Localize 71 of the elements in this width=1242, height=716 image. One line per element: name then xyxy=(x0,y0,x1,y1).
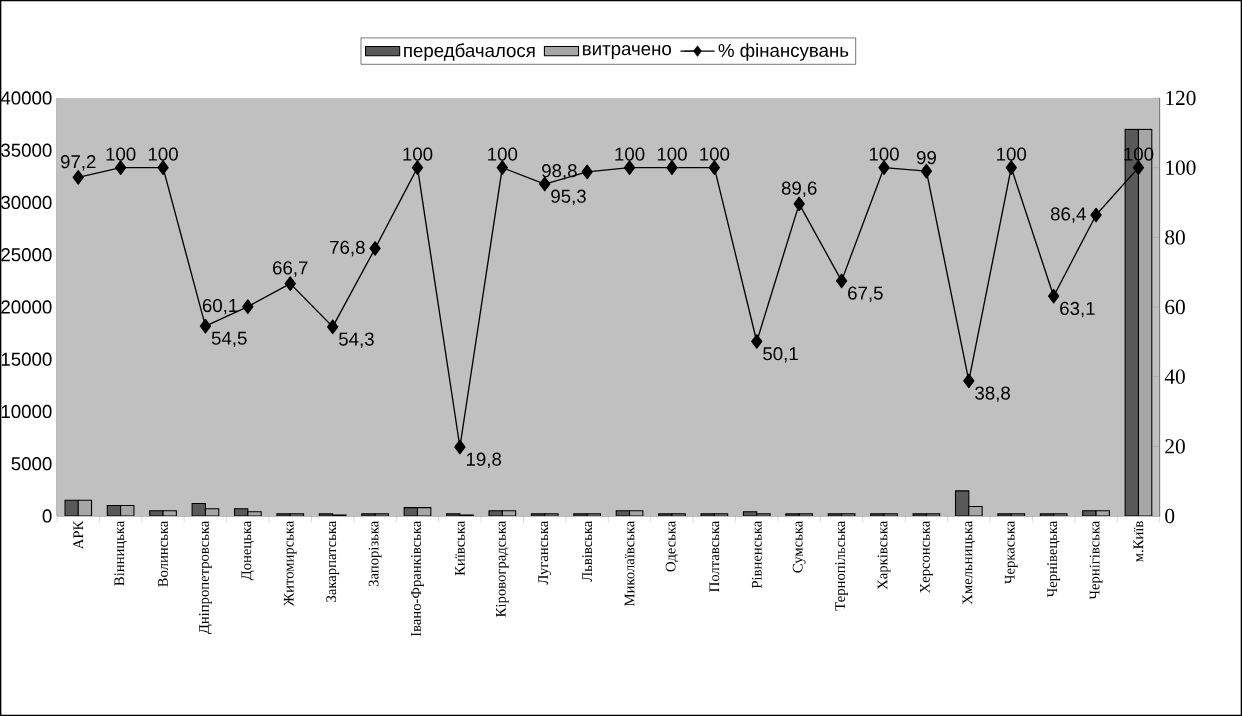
y-tick-label: 10000 xyxy=(1,404,52,419)
y-tick-label: 35000 xyxy=(1,143,52,157)
x-tick-label: Дніпропетровська xyxy=(199,520,212,635)
data-label: 100 xyxy=(403,147,433,161)
x-tick-label: Закарпатська xyxy=(326,520,340,602)
data-label: 100 xyxy=(615,147,645,161)
data-label: 86,4 xyxy=(1050,207,1086,223)
y-tick-label: 5000 xyxy=(11,457,52,471)
data-label: 66,7 xyxy=(273,261,308,277)
data-label: 60,1 xyxy=(202,298,238,315)
y2-tick-label: 20 xyxy=(1165,439,1185,454)
data-label: 89,6 xyxy=(781,181,817,197)
data-label: 97,2 xyxy=(60,155,96,171)
data-label: 76,8 xyxy=(330,240,365,257)
data-label: 98,8 xyxy=(542,164,577,180)
y2-tick-label: 60 xyxy=(1165,299,1185,315)
x-tick-label: Одеська xyxy=(665,520,679,572)
y2-tick-label: 100 xyxy=(1166,160,1196,175)
x-tick-label: АРК xyxy=(73,520,84,550)
x-tick-label: Волинська xyxy=(158,520,168,587)
data-label: 100 xyxy=(148,147,178,161)
x-tick-label: Харківська xyxy=(877,520,891,590)
x-tick-label: Київська xyxy=(455,520,465,576)
x-tick-label: Херсонська xyxy=(920,520,933,594)
data-label: 54,3 xyxy=(339,332,374,348)
y2-tick-label: 120 xyxy=(1166,90,1196,106)
y2-tick-label: 0 xyxy=(1165,508,1175,524)
y-tick-label: 25000 xyxy=(1,248,52,262)
y2-tick-label: 80 xyxy=(1165,230,1185,245)
y-tick-label: 20000 xyxy=(1,300,52,314)
legend-label: витрачено xyxy=(583,45,672,59)
data-label: 67,5 xyxy=(848,286,883,302)
x-tick-label: Кіровоградська xyxy=(495,520,509,617)
y2-tick-label: 40 xyxy=(1164,369,1185,384)
x-tick-label: Черкаська xyxy=(1004,520,1018,584)
x-tick-label: Запорізька xyxy=(368,520,382,587)
x-tick-label: м.Київ xyxy=(1133,521,1144,562)
data-label: 100 xyxy=(997,147,1027,161)
legend-label: % фінансувань xyxy=(718,43,849,61)
x-tick-label: Івано-Франківська xyxy=(411,520,424,637)
x-tick-label: Донецька xyxy=(241,520,255,581)
x-tick-label: Тернопільська xyxy=(835,520,848,611)
data-label: 38,8 xyxy=(975,386,1010,402)
x-tick-label: Чернігівська xyxy=(1089,520,1103,600)
data-label: 50,1 xyxy=(763,347,798,363)
x-tick-label: Миколаївська xyxy=(624,520,635,607)
data-label: 19,8 xyxy=(466,452,502,469)
x-tick-label: Полтавська xyxy=(709,520,720,592)
x-tick-label: Вінницька xyxy=(114,520,127,586)
x-tick-label: Рівненська xyxy=(751,520,762,589)
data-label: 54,5 xyxy=(211,331,247,347)
data-label: 100 xyxy=(106,147,136,161)
x-tick-label: Хмельницька xyxy=(962,520,976,605)
data-label: 95,3 xyxy=(551,189,586,206)
x-tick-label: Львівська xyxy=(582,520,593,582)
data-label: 100 xyxy=(700,147,730,161)
y-tick-label: 0 xyxy=(42,509,52,523)
x-tick-label: Луганська xyxy=(538,520,552,585)
y-tick-label: 30000 xyxy=(1,195,52,210)
data-label: 100 xyxy=(1124,147,1154,161)
data-label: 100 xyxy=(869,147,899,161)
legend-label: передбачалося xyxy=(404,43,535,61)
x-tick-label: Житомирська xyxy=(283,520,297,607)
x-tick-label: Сумська xyxy=(792,520,806,573)
data-label: 63,1 xyxy=(1060,301,1095,318)
data-label: 99 xyxy=(916,150,936,165)
y-tick-label: 40000 xyxy=(0,91,52,105)
data-label: 100 xyxy=(657,147,687,161)
data-label: 100 xyxy=(488,147,518,161)
y-tick-label: 15000 xyxy=(1,352,52,366)
x-tick-label: Чернівецька xyxy=(1047,520,1061,598)
